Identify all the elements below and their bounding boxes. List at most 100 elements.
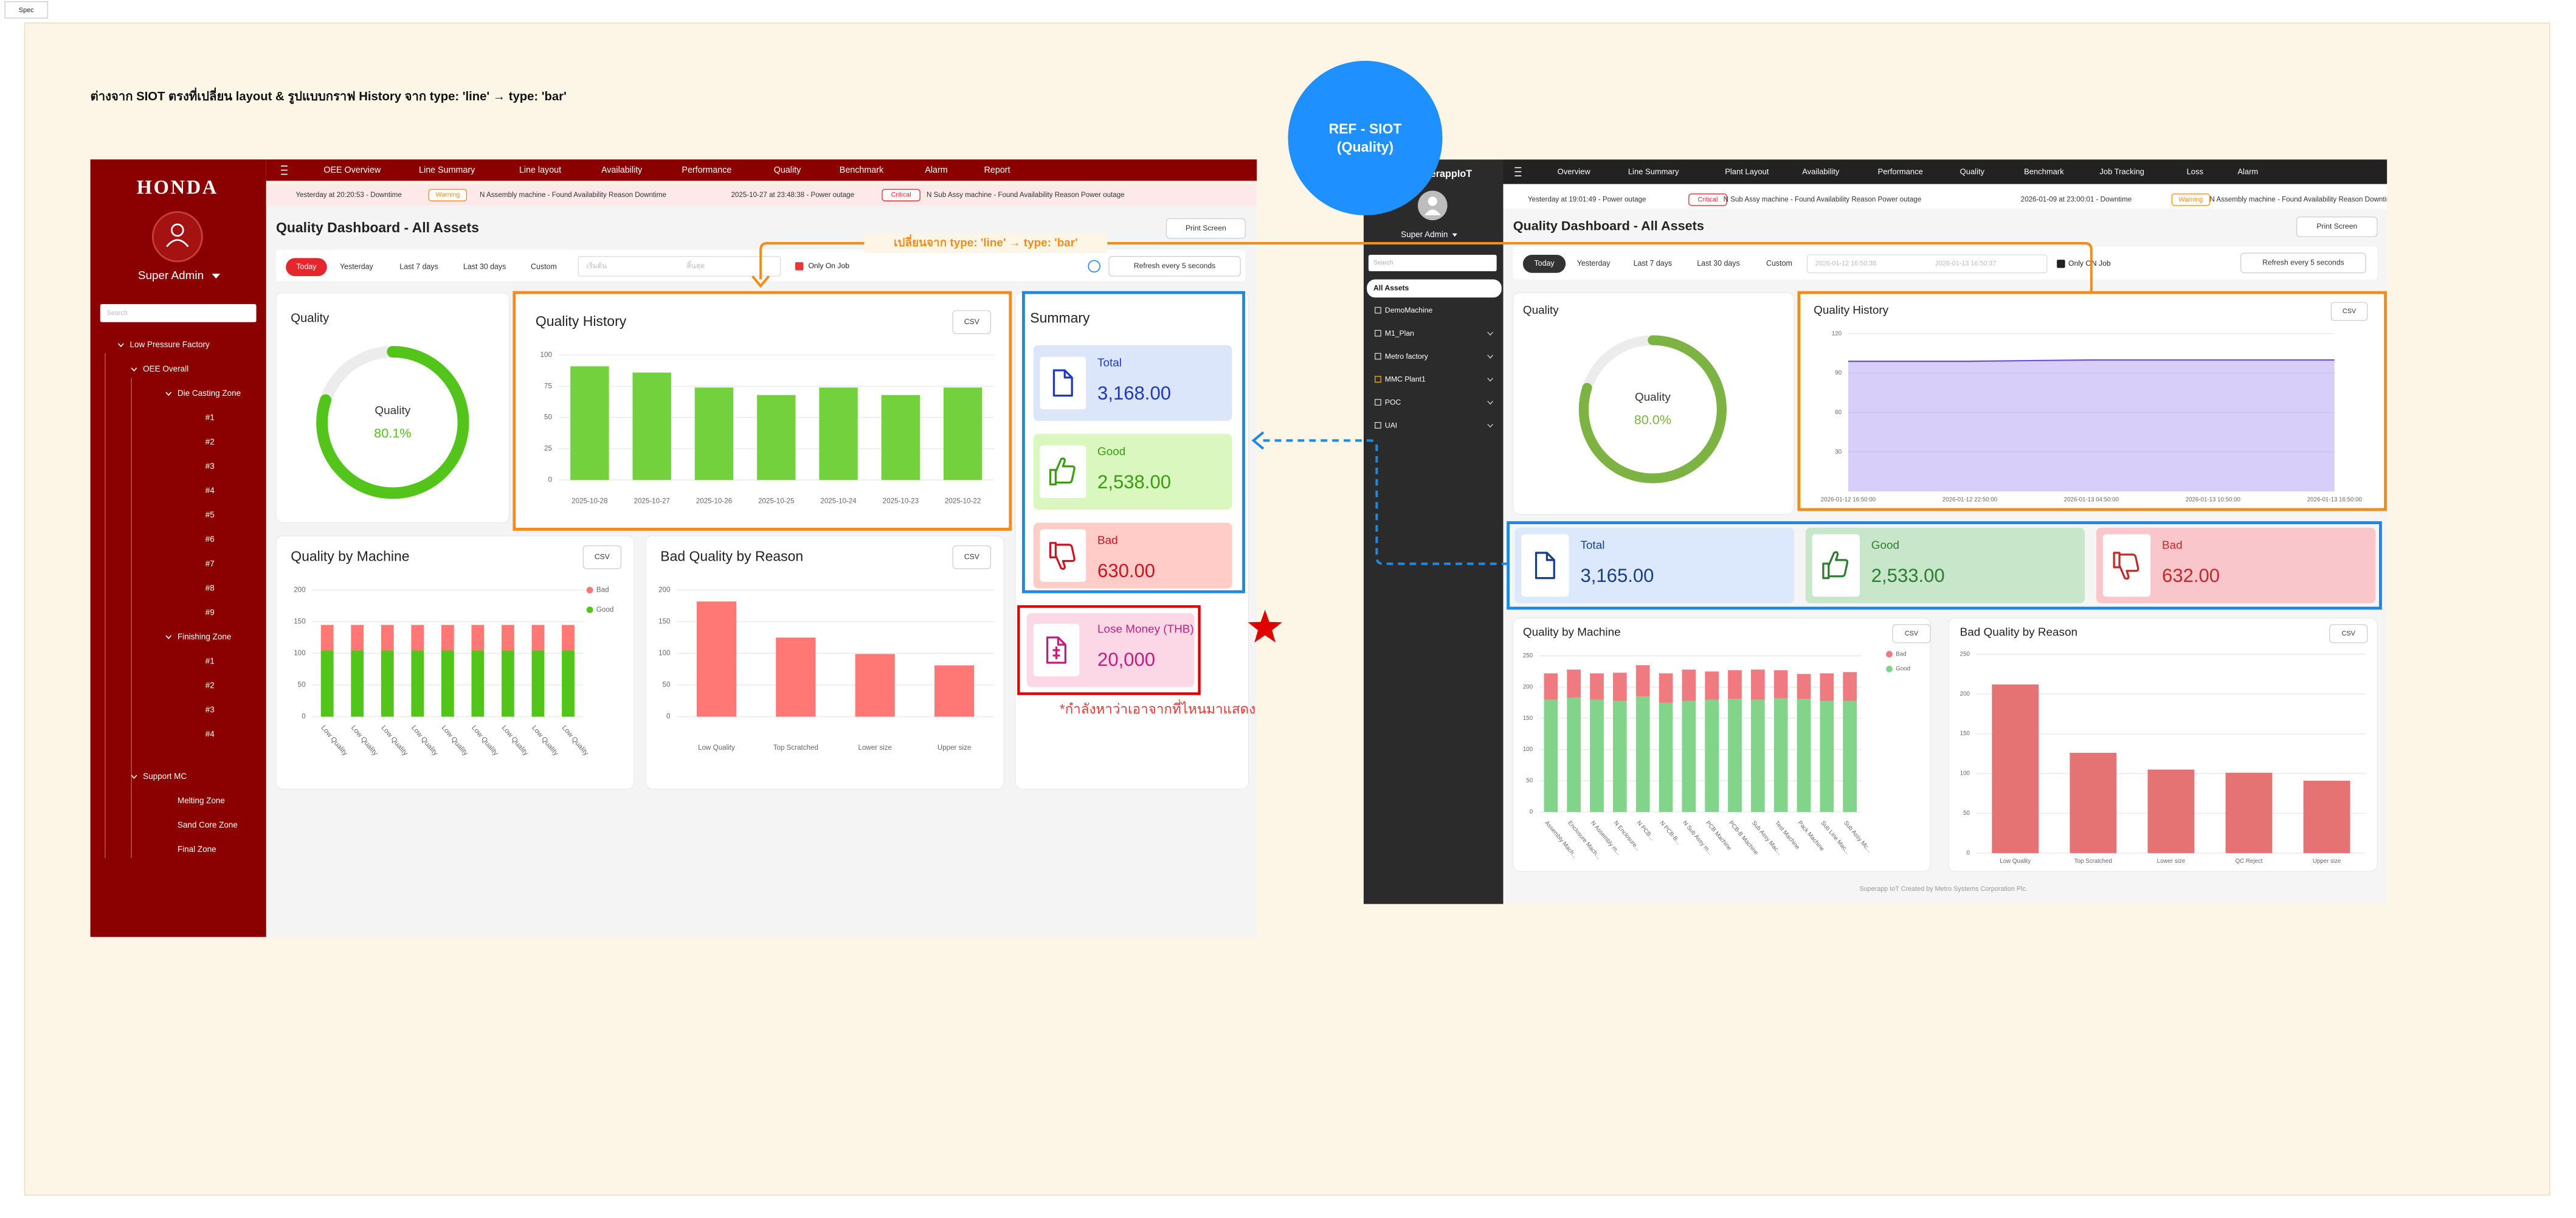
ref-badge-line: (Quality) xyxy=(1337,139,1393,154)
donut-arc xyxy=(1578,335,1727,483)
bar-segment xyxy=(1843,701,1857,812)
nav-item[interactable]: Benchmark xyxy=(840,165,884,175)
x-tick-label: Top Scratched xyxy=(773,744,818,752)
csv-button-label: CSV xyxy=(2342,630,2356,637)
bar-segment xyxy=(1612,673,1627,701)
filter-option[interactable]: Today xyxy=(296,263,317,271)
nav-item[interactable]: OEE Overview xyxy=(323,165,381,175)
nav-item[interactable]: Alarm xyxy=(925,165,947,175)
card-title: Bad Quality by Reason xyxy=(1960,626,2077,639)
y-tick-label: 0 xyxy=(1530,809,1533,815)
page-title: Quality Dashboard - All Assets xyxy=(1513,218,1704,234)
y-tick-label: 30 xyxy=(1835,449,1842,455)
change-note: เปลี่ยนจาก type: 'line' → type: 'bar' xyxy=(894,234,1078,249)
bar xyxy=(696,601,737,717)
print-button[interactable] xyxy=(1165,218,1246,239)
filter-option[interactable]: Today xyxy=(1534,259,1555,268)
alert-message: N Assembly machine - Found Availability … xyxy=(2209,195,2396,203)
nav-item[interactable]: Overview xyxy=(1558,167,1591,176)
tile-value: 630.00 xyxy=(1097,560,1155,581)
pending-box xyxy=(1017,605,1201,695)
tree-item[interactable]: MMC Plant1 xyxy=(1385,375,1426,384)
y-tick-label: 200 xyxy=(294,586,305,593)
alert-time: Yesterday at 19:01:49 - Power outage xyxy=(1528,195,1646,203)
refresh-button[interactable] xyxy=(2240,252,2366,274)
bar-segment xyxy=(411,625,424,651)
nav-item[interactable]: Benchmark xyxy=(2024,167,2064,176)
nav-item[interactable]: Line Summary xyxy=(1628,167,1679,176)
nav-item[interactable]: Line layout xyxy=(519,165,561,175)
filter-option[interactable]: Custom xyxy=(1766,259,1792,268)
card-title: Quality xyxy=(291,312,330,325)
tree-chevron xyxy=(1487,423,1493,428)
filter-option[interactable]: Custom xyxy=(531,263,557,271)
new-dashboard: HONDA Super Admin Search Low Pressure Facto… xyxy=(90,159,1257,937)
top-nav xyxy=(266,159,1257,181)
csv-button[interactable] xyxy=(952,545,992,569)
donut-label: Quality xyxy=(375,404,410,417)
user-caret xyxy=(1452,233,1457,237)
tree-item[interactable]: DemoMachine xyxy=(1385,306,1433,314)
x-tick-label: 2025-10-28 xyxy=(571,497,607,505)
nav-item[interactable]: Loss xyxy=(2187,167,2204,176)
bar-segment xyxy=(562,650,575,717)
tree-item[interactable]: Metro factory xyxy=(1385,352,1429,361)
legend-swatch xyxy=(586,587,593,593)
csv-button[interactable] xyxy=(2329,624,2368,643)
csv-button[interactable] xyxy=(952,310,992,334)
checkbox xyxy=(2057,260,2065,268)
x-tick-label: Upper size xyxy=(2313,858,2341,865)
nav-item[interactable]: Plant Layout xyxy=(1725,167,1769,176)
y-tick-label: 200 xyxy=(1523,683,1533,690)
bar xyxy=(855,654,895,717)
nav-item[interactable]: Quality xyxy=(1960,167,1985,176)
filter-option[interactable]: Last 30 days xyxy=(1697,259,1739,268)
csv-button-label: CSV xyxy=(1905,630,1919,637)
tree-item[interactable]: POC xyxy=(1385,398,1401,406)
legend-swatch xyxy=(1886,651,1893,658)
nav-item[interactable]: Alarm xyxy=(2237,167,2258,176)
csv-button[interactable] xyxy=(2330,302,2368,321)
nav-item[interactable]: Quality xyxy=(774,165,801,175)
filter-option[interactable]: Yesterday xyxy=(1577,259,1611,268)
csv-button[interactable] xyxy=(1892,624,1931,643)
highlight-frame xyxy=(513,291,1012,531)
y-tick-label: 25 xyxy=(544,445,552,452)
avatar-body xyxy=(166,239,189,247)
y-tick-label: 250 xyxy=(1960,651,1970,657)
bar-segment xyxy=(1590,699,1604,812)
bar xyxy=(1992,684,2039,853)
csv-button[interactable] xyxy=(582,545,622,569)
card-title: Quality History xyxy=(1814,304,1888,317)
nav-item[interactable]: Report xyxy=(984,165,1010,175)
alert-badge xyxy=(1688,193,1727,206)
bar-segment xyxy=(1773,698,1788,812)
filter-option[interactable]: Last 30 days xyxy=(463,263,506,271)
card-title: Quality xyxy=(1523,304,1559,317)
nav-item[interactable]: Availability xyxy=(1802,167,1840,176)
nav-item[interactable]: Performance xyxy=(1878,167,1923,176)
filter-option[interactable]: Last 7 days xyxy=(1634,259,1673,268)
print-button[interactable] xyxy=(2296,216,2378,237)
refresh-button[interactable] xyxy=(1108,256,1241,277)
tile-icon-box xyxy=(2102,534,2151,597)
star xyxy=(1248,609,1282,643)
nav-item[interactable]: Availability xyxy=(601,165,643,175)
card-title: Bad Quality by Reason xyxy=(660,548,803,564)
user-caret xyxy=(212,274,221,279)
tree-item: #7 xyxy=(205,559,215,568)
nav-item[interactable]: Line Summary xyxy=(419,165,475,175)
y-tick-label: 150 xyxy=(658,618,670,626)
tree-item[interactable]: UAI xyxy=(1385,421,1397,429)
nav-item[interactable]: Performance xyxy=(682,165,731,175)
tree-item[interactable]: M1_Plan xyxy=(1385,329,1414,337)
y-tick-label: 150 xyxy=(1960,730,1970,737)
checkbox-label: Only ON Job xyxy=(2068,259,2111,268)
alert-message: N Sub Assy machine - Found Availability … xyxy=(927,191,1125,199)
x-tick-label: 2026-01-13 04:50:00 xyxy=(2064,496,2119,503)
nav-item[interactable]: Job Tracking xyxy=(2099,167,2144,176)
alert-bar xyxy=(1503,184,2388,209)
filter-option[interactable]: Last 7 days xyxy=(399,263,438,271)
filter-option[interactable]: Yesterday xyxy=(340,263,374,271)
